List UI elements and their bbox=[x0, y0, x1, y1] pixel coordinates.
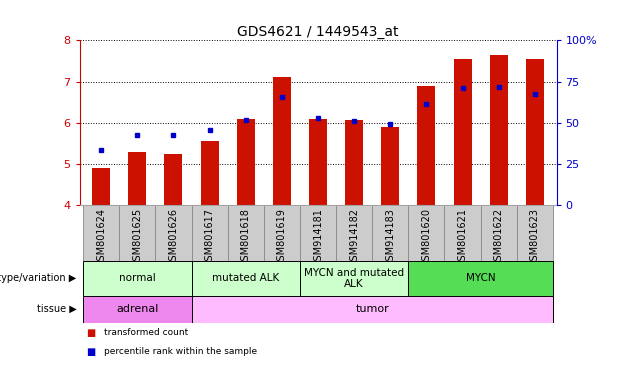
Bar bbox=[83, 205, 120, 261]
Bar bbox=[408, 261, 553, 296]
Bar bbox=[417, 86, 436, 205]
Bar bbox=[408, 205, 445, 261]
Text: tissue ▶: tissue ▶ bbox=[36, 304, 76, 314]
Bar bbox=[526, 59, 544, 205]
Bar bbox=[120, 205, 155, 261]
Bar bbox=[336, 205, 372, 261]
Bar bbox=[128, 152, 146, 205]
Text: GSM801617: GSM801617 bbox=[205, 208, 214, 267]
Text: genotype/variation ▶: genotype/variation ▶ bbox=[0, 273, 76, 283]
Text: adrenal: adrenal bbox=[116, 304, 158, 314]
Text: MYCN: MYCN bbox=[466, 273, 495, 283]
Text: percentile rank within the sample: percentile rank within the sample bbox=[104, 347, 257, 356]
Text: normal: normal bbox=[119, 273, 156, 283]
Text: GSM914181: GSM914181 bbox=[313, 208, 323, 267]
Bar bbox=[345, 119, 363, 205]
Text: GSM914182: GSM914182 bbox=[349, 208, 359, 267]
Bar bbox=[191, 205, 228, 261]
Bar bbox=[381, 127, 399, 205]
Text: GSM801626: GSM801626 bbox=[169, 208, 179, 267]
Bar bbox=[309, 119, 327, 205]
Bar bbox=[490, 55, 508, 205]
Text: MYCN and mutated
ALK: MYCN and mutated ALK bbox=[304, 268, 404, 289]
Text: ■: ■ bbox=[86, 328, 95, 338]
Text: GSM801625: GSM801625 bbox=[132, 208, 142, 267]
Text: ■: ■ bbox=[86, 347, 95, 357]
Bar bbox=[228, 205, 264, 261]
Bar bbox=[191, 261, 300, 296]
Bar bbox=[481, 205, 517, 261]
Text: GSM801619: GSM801619 bbox=[277, 208, 287, 267]
Text: tumor: tumor bbox=[356, 304, 389, 314]
Bar bbox=[237, 119, 255, 205]
Bar bbox=[92, 168, 110, 205]
Bar bbox=[273, 77, 291, 205]
Bar bbox=[264, 205, 300, 261]
Text: GSM801624: GSM801624 bbox=[96, 208, 106, 267]
Bar bbox=[83, 261, 191, 296]
Bar bbox=[445, 205, 481, 261]
Bar bbox=[83, 296, 191, 323]
Text: GSM801623: GSM801623 bbox=[530, 208, 540, 267]
Text: GSM801618: GSM801618 bbox=[241, 208, 251, 267]
Bar bbox=[516, 205, 553, 261]
Bar bbox=[155, 205, 191, 261]
Text: GSM914183: GSM914183 bbox=[385, 208, 395, 267]
Bar bbox=[300, 205, 336, 261]
Bar bbox=[453, 59, 471, 205]
Bar bbox=[300, 261, 408, 296]
Text: transformed count: transformed count bbox=[104, 328, 188, 337]
Text: GSM801622: GSM801622 bbox=[494, 208, 504, 267]
Text: mutated ALK: mutated ALK bbox=[212, 273, 279, 283]
Bar bbox=[191, 296, 553, 323]
Bar bbox=[165, 154, 183, 205]
Text: GSM801621: GSM801621 bbox=[457, 208, 467, 267]
Bar bbox=[372, 205, 408, 261]
Bar bbox=[200, 141, 219, 205]
Text: GSM801620: GSM801620 bbox=[422, 208, 431, 267]
Title: GDS4621 / 1449543_at: GDS4621 / 1449543_at bbox=[237, 25, 399, 39]
